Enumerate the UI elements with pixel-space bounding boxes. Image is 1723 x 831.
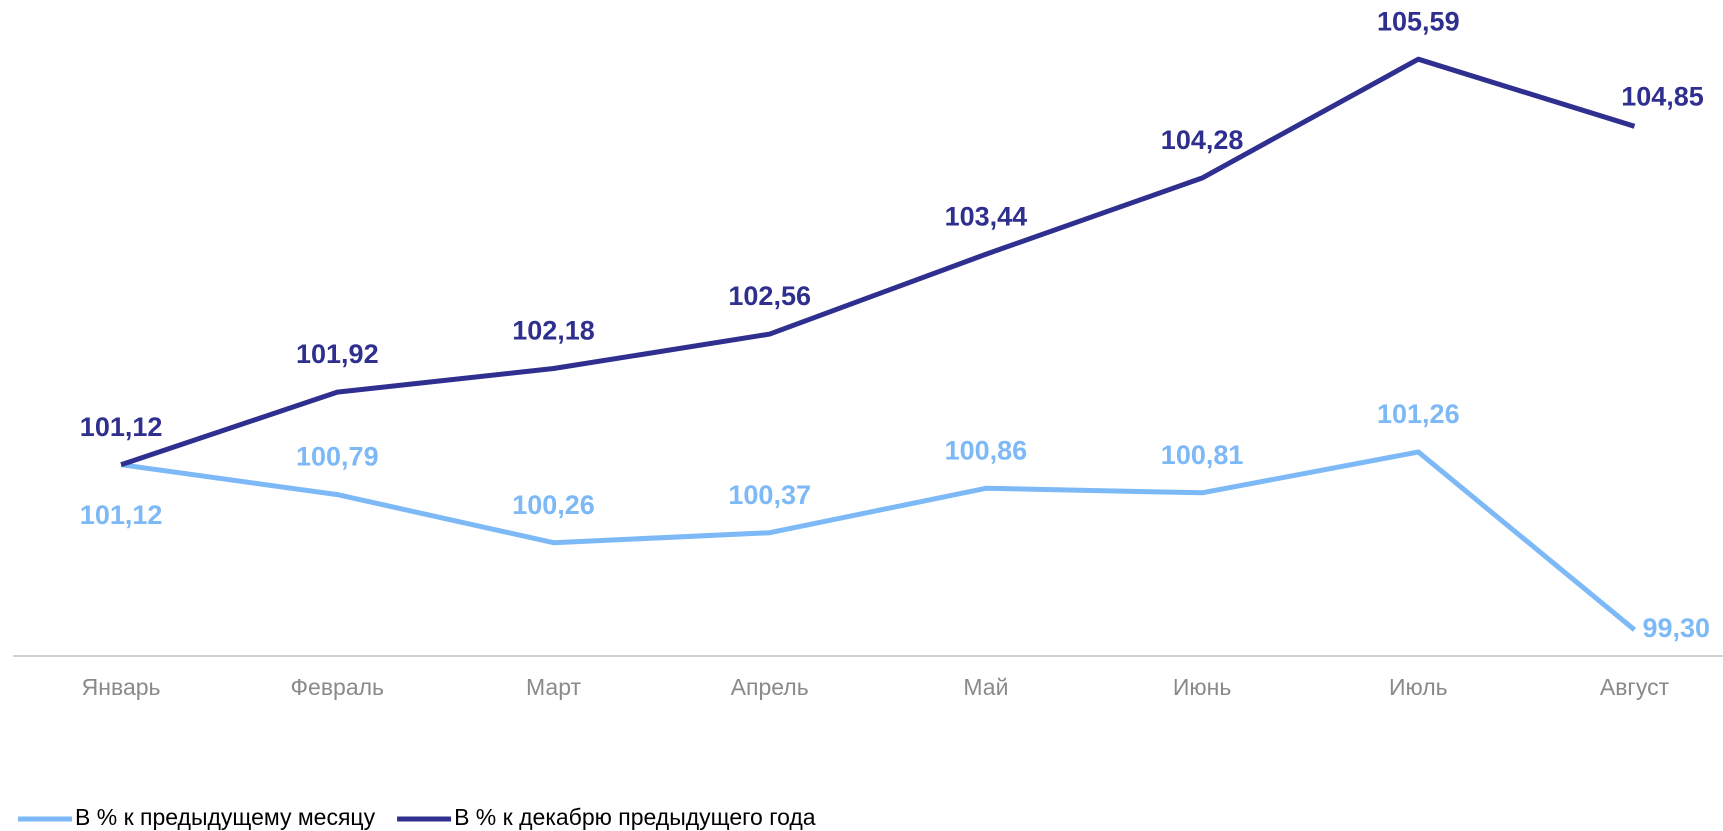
data-label: 100,81	[1161, 440, 1244, 470]
data-label: 102,56	[728, 281, 811, 311]
data-label: 101,12	[80, 500, 163, 530]
data-label: 102,18	[512, 316, 595, 346]
x-tick-label: Январь	[82, 674, 161, 700]
data-label: 101,12	[80, 412, 163, 442]
data-label: 100,26	[512, 490, 595, 520]
data-label: 103,44	[945, 201, 1028, 231]
data-label: 100,86	[945, 435, 1028, 465]
data-label: 100,79	[296, 442, 379, 472]
series-line	[120, 56, 1636, 468]
data-label: 100,37	[728, 480, 811, 510]
x-tick-label: Апрель	[731, 674, 809, 700]
data-label: 99,30	[1643, 613, 1711, 643]
data-label: 101,26	[1377, 399, 1460, 429]
x-tick-label: Март	[526, 674, 581, 700]
legend-label: В % к предыдущему месяцу	[75, 804, 376, 830]
series-line	[120, 449, 1637, 632]
x-tick-label: Май	[963, 674, 1008, 700]
data-label: 101,92	[296, 339, 379, 369]
x-tick-label: Август	[1600, 674, 1670, 700]
data-label: 104,85	[1621, 81, 1704, 111]
x-tick-label: Июнь	[1173, 674, 1231, 700]
x-tick-label: Июль	[1389, 674, 1448, 700]
x-tick-label: Февраль	[291, 674, 384, 700]
legend-label: В % к декабрю предыдущего года	[454, 804, 816, 830]
data-label: 104,28	[1161, 125, 1244, 155]
data-label: 105,59	[1377, 6, 1460, 36]
